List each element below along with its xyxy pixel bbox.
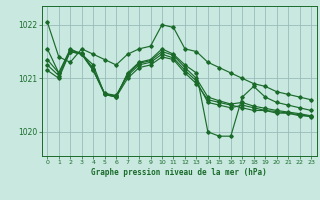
X-axis label: Graphe pression niveau de la mer (hPa): Graphe pression niveau de la mer (hPa) [91,168,267,177]
